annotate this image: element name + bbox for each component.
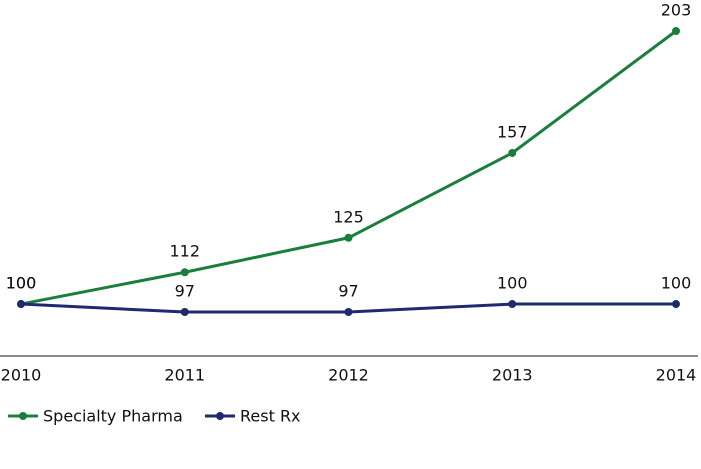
data-point [344, 308, 353, 316]
data-label: 97 [175, 282, 195, 301]
legend-marker [19, 412, 27, 420]
x-tick-label: 2010 [1, 366, 42, 385]
data-label: 112 [169, 242, 200, 261]
data-label: 100 [497, 274, 528, 293]
x-tick-label: 2014 [656, 366, 697, 385]
data-label: 100 [6, 274, 37, 293]
data-label: 157 [497, 122, 528, 141]
data-label: 203 [661, 1, 692, 20]
x-tick-label: 2012 [328, 366, 369, 385]
data-label: 97 [338, 282, 358, 301]
data-point [508, 148, 517, 157]
data-point [180, 268, 189, 277]
data-point [180, 308, 189, 316]
data-label: 125 [333, 207, 364, 226]
data-point [672, 300, 680, 309]
legend-label: Specialty Pharma [43, 407, 183, 426]
x-tick-label: 2013 [492, 366, 533, 385]
series-line [20, 29, 677, 306]
data-label: 100 [6, 274, 37, 293]
data-point [508, 300, 517, 309]
data-point [344, 233, 353, 242]
x-tick-label: 2011 [164, 366, 205, 385]
legend-marker [216, 412, 224, 420]
data-label: 100 [661, 274, 692, 293]
data-point [672, 27, 680, 35]
legend-label: Rest Rx [240, 407, 301, 426]
data-point [17, 300, 25, 309]
